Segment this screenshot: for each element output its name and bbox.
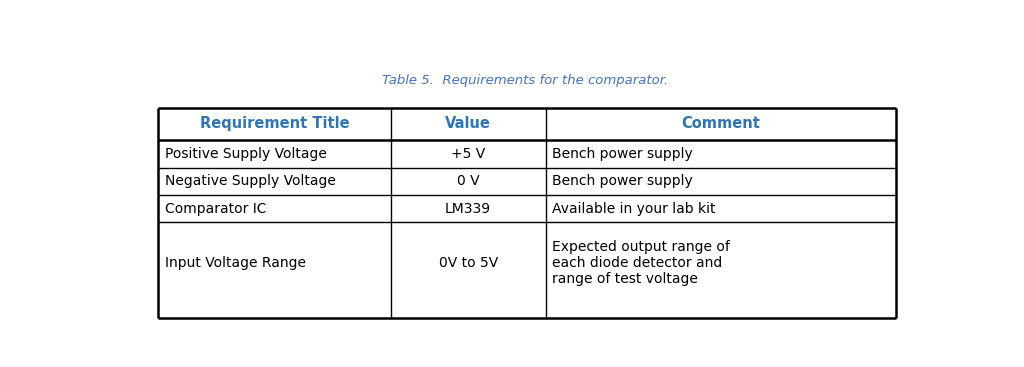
Text: Input Voltage Range: Input Voltage Range [165, 256, 305, 270]
Text: Expected output range of
each diode detector and
range of test voltage: Expected output range of each diode dete… [552, 240, 730, 286]
Text: Value: Value [445, 116, 492, 131]
Text: LM339: LM339 [445, 202, 492, 216]
Text: Bench power supply: Bench power supply [552, 174, 692, 188]
Text: Requirement Title: Requirement Title [200, 116, 349, 131]
Text: Positive Supply Voltage: Positive Supply Voltage [165, 147, 327, 161]
Text: 0V to 5V: 0V to 5V [438, 256, 498, 270]
Text: Negative Supply Voltage: Negative Supply Voltage [165, 174, 336, 188]
Text: Table 5.  Requirements for the comparator.: Table 5. Requirements for the comparator… [382, 74, 668, 87]
Text: Comment: Comment [682, 116, 761, 131]
Text: Available in your lab kit: Available in your lab kit [552, 202, 716, 216]
Text: Bench power supply: Bench power supply [552, 147, 692, 161]
Text: 0 V: 0 V [457, 174, 479, 188]
Text: Comparator IC: Comparator IC [165, 202, 266, 216]
Text: +5 V: +5 V [451, 147, 485, 161]
